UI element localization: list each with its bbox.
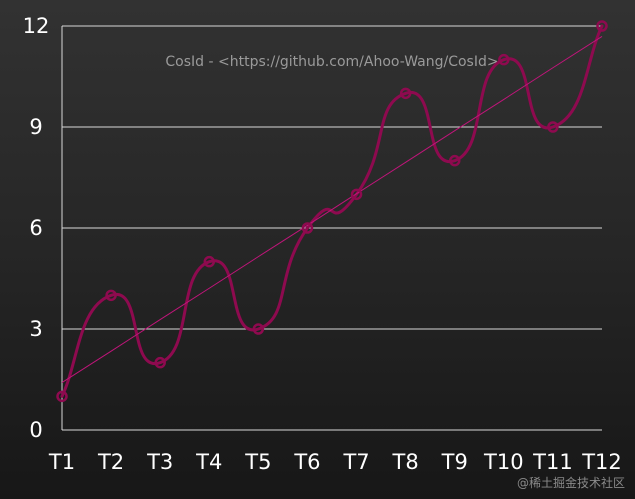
x-tick-label-t8: T8 (392, 450, 419, 474)
y-tick-label-0: 0 (29, 418, 42, 442)
x-tick-label-t9: T9 (441, 450, 468, 474)
x-axis-ticks: T1 T2 T3 T4 T5 T6 T7 T8 T9 T10 T11 T12 (48, 450, 622, 474)
y-tick-label-12: 12 (23, 14, 50, 38)
data-point-t11 (547, 121, 559, 133)
y-tick-label-3: 3 (29, 317, 42, 341)
data-point-t1 (56, 390, 68, 403)
y-tick-label-6: 6 (29, 216, 42, 240)
y-tick-label-9: 9 (29, 115, 42, 139)
data-point-t5 (252, 323, 265, 335)
x-tick-label-t2: T2 (97, 450, 124, 474)
series-line-trend (61, 36, 603, 383)
series-line-main (60, 24, 604, 398)
chart-annotation: CosId - <https://github.com/Ahoo-Wang/Co… (165, 54, 498, 70)
data-point-t8 (399, 87, 412, 100)
x-tick-label-t5: T5 (244, 450, 271, 474)
x-tick-label-t7: T7 (342, 450, 369, 474)
data-point-t10 (498, 53, 510, 66)
x-tick-label-t1: T1 (48, 450, 75, 474)
series-lines (60, 24, 604, 398)
data-point-t7 (350, 188, 363, 201)
data-point-markers (56, 20, 608, 403)
data-point-t3 (154, 356, 166, 369)
watermark: @稀土掘金技术社区 (516, 476, 625, 490)
y-axis-ticks: 0 3 6 9 12 (23, 14, 50, 442)
grid-lines (61, 25, 602, 431)
x-tick-label-t4: T4 (195, 450, 222, 474)
data-point-t2 (105, 289, 117, 302)
x-tick-label-t12: T12 (581, 450, 622, 474)
x-tick-label-t11: T11 (532, 450, 573, 474)
x-tick-label-t10: T10 (483, 450, 524, 474)
data-point-t9 (448, 154, 461, 167)
data-point-t4 (203, 255, 216, 268)
data-point-t6 (301, 222, 314, 234)
data-point-t12 (596, 20, 608, 32)
x-tick-label-t3: T3 (146, 450, 173, 474)
x-tick-label-t6: T6 (293, 450, 320, 474)
